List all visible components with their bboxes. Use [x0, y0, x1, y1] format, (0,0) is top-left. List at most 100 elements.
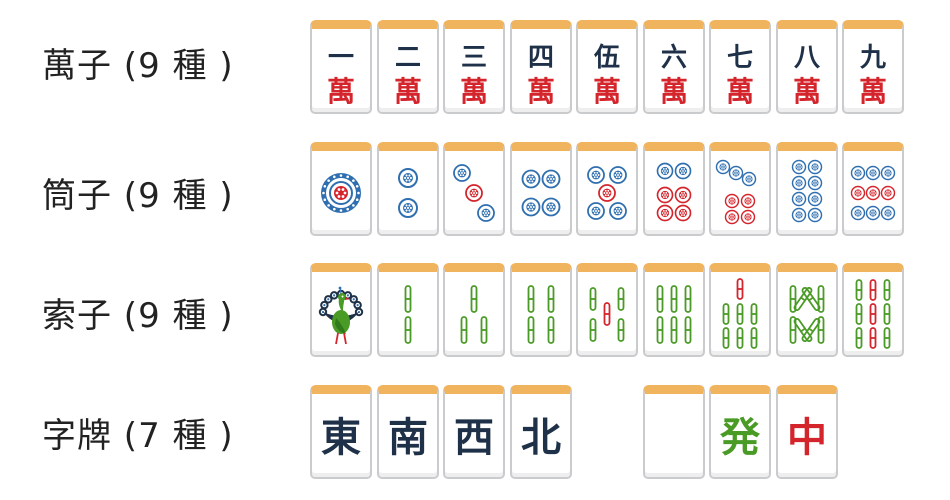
man-tile-5: 伍萬 [576, 20, 638, 114]
sou-tile-8 [775, 263, 838, 357]
circle-dot-icon [850, 185, 866, 201]
circle-dot-icon [521, 169, 540, 189]
bamboo-stick-icon [883, 327, 891, 349]
circle-dot-icon [521, 197, 540, 217]
rank-character: 二 [394, 43, 420, 73]
peacock-icon [318, 286, 364, 345]
circle-dot-icon [609, 166, 627, 184]
circle-dot-icon [715, 159, 731, 175]
bamboo-stick-icon [656, 285, 663, 313]
circle-dot-icon [791, 175, 806, 191]
rank-character: 八 [793, 43, 820, 73]
bamboo-stick-icon [869, 303, 877, 325]
circle-dot-icon [791, 207, 806, 223]
bamboo-stick-icon [750, 303, 758, 325]
bamboo-stick-icon [670, 316, 677, 344]
man-tile-9: 九萬 [842, 20, 904, 114]
bamboo-stick-icon [527, 316, 534, 344]
suit-character: 萬 [726, 75, 754, 108]
honor-character: 北 [521, 415, 561, 461]
bamboo-stick-icon [603, 302, 611, 326]
pin-tile-8 [775, 142, 838, 236]
pin-tile-2 [376, 142, 439, 236]
suit-character: 萬 [859, 75, 887, 108]
pin-tile-5 [576, 142, 638, 236]
circle-dot-icon [865, 205, 881, 221]
circle-dot-icon [397, 198, 418, 218]
bamboo-stick-icon [527, 285, 534, 313]
south-tile: 南 [376, 385, 439, 479]
rank-character: 九 [859, 43, 886, 73]
suit-character: 萬 [659, 75, 687, 108]
rank-character: 一 [328, 43, 354, 73]
bamboo-stick-icon [855, 279, 863, 301]
circle-dot-icon [397, 168, 418, 188]
bamboo-stick-icon [793, 317, 812, 343]
circle-dot-icon [674, 162, 691, 180]
bamboo-stick-icon [656, 316, 663, 344]
bamboo-stick-icon [470, 285, 478, 313]
bamboo-stick-icon [817, 316, 824, 344]
bamboo-stick-icon [817, 285, 824, 313]
circle-dot-icon [541, 169, 560, 189]
red-dragon-tile: 中 [775, 385, 838, 479]
man-tile-8: 八萬 [775, 20, 838, 114]
man-tile-6: 六萬 [642, 20, 705, 114]
sou-tile-4 [509, 263, 572, 357]
man-tile-3: 三萬 [443, 20, 505, 114]
circle-dot-icon [674, 204, 691, 222]
circle-dot-icon [477, 204, 495, 222]
row-label-sou: 索子 (9 種 ) [42, 296, 234, 336]
circle-dot-icon [674, 186, 691, 204]
rank-character: 四 [527, 43, 553, 73]
sou-tile-1 [310, 263, 372, 357]
bamboo-stick-icon [855, 327, 863, 349]
pin-tile-7 [709, 142, 771, 236]
honor-character: 東 [321, 415, 361, 461]
bamboo-stick-icon [617, 287, 625, 311]
row-label-honor: 字牌 (7 種 ) [42, 416, 234, 456]
circle-dot-icon [850, 165, 866, 181]
circle-dot-icon [453, 164, 471, 182]
rank-character: 六 [660, 43, 686, 73]
row-label-pin: 筒子 (9 種 ) [42, 176, 234, 216]
circle-dot-icon [656, 186, 673, 204]
bamboo-stick-icon [547, 285, 554, 313]
circle-dot-icon [791, 191, 806, 207]
bamboo-stick-icon [722, 327, 730, 349]
sou-tile-9 [842, 263, 904, 357]
bamboo-stick-icon [869, 279, 877, 301]
bamboo-stick-icon [684, 285, 691, 313]
west-tile: 西 [443, 385, 505, 479]
circle-dot-icon [656, 204, 673, 222]
bamboo-stick-icon [547, 316, 554, 344]
circle-dot-icon [880, 165, 896, 181]
north-tile: 北 [509, 385, 572, 479]
pin-tile-3 [443, 142, 505, 236]
green-dragon-tile: 発 [709, 385, 771, 479]
circle-dot-icon [724, 193, 740, 209]
circle-dot-icon [807, 207, 822, 223]
suit-character: 萬 [593, 75, 621, 108]
bamboo-stick-icon [404, 316, 411, 344]
bamboo-stick-icon [589, 287, 597, 311]
suit-character: 萬 [327, 75, 355, 108]
pin-tile-6 [642, 142, 705, 236]
row-label-man: 萬子 (9 種 ) [42, 46, 234, 86]
bamboo-stick-icon [722, 303, 730, 325]
man-tile-7: 七萬 [709, 20, 771, 114]
sou-tile-3 [443, 263, 505, 357]
bamboo-stick-icon [617, 318, 625, 342]
circle-dot-icon [807, 175, 822, 191]
circle-dot-icon [598, 184, 616, 202]
circle-dot-icon [724, 209, 740, 225]
bamboo-stick-icon [883, 303, 891, 325]
circle-dot-icon [791, 159, 806, 175]
circle-dot-icon [656, 162, 673, 180]
bamboo-stick-icon [736, 327, 744, 349]
bamboo-stick-icon [750, 327, 758, 349]
bamboo-stick-icon [480, 316, 488, 344]
bamboo-stick-icon [736, 303, 744, 325]
suit-character: 萬 [792, 75, 820, 108]
